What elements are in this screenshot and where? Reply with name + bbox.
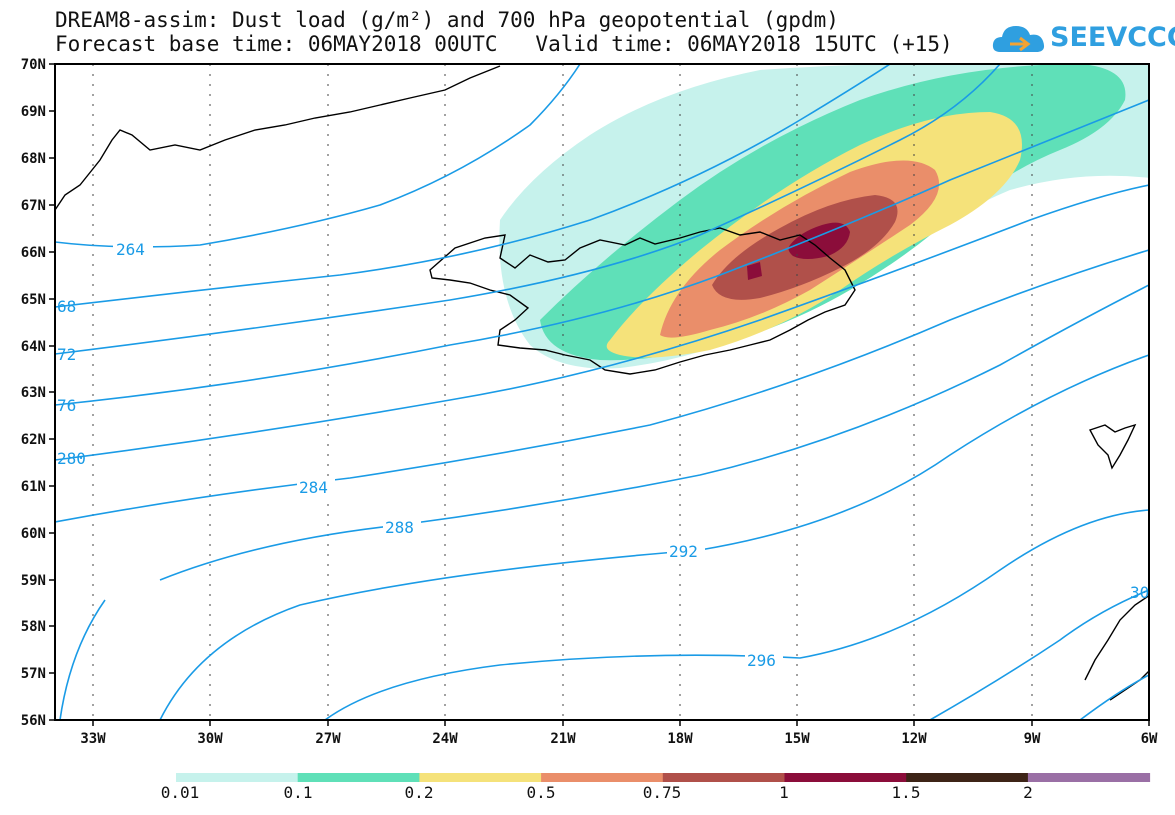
contour-label-300: 30: [1130, 583, 1149, 602]
lat-label: 59N: [21, 573, 46, 589]
cloud-icon: [992, 26, 1045, 52]
lat-label: 64N: [21, 339, 46, 355]
lat-label: 56N: [21, 713, 46, 729]
lat-label: 63N: [21, 385, 46, 401]
lat-label: 58N: [21, 619, 46, 635]
greenland-coast: [55, 65, 501, 211]
logo-text: SEEVCCC: [1050, 22, 1175, 53]
lat-label: 66N: [21, 245, 46, 261]
lat-label: 68N: [21, 151, 46, 167]
lon-label: 6W: [1141, 731, 1158, 747]
contour-label-292: 292: [669, 542, 698, 561]
faroe-coast: [1088, 423, 1137, 470]
contour-276: [55, 99, 1149, 406]
lon-label: 12W: [901, 731, 927, 747]
lat-label: 67N: [21, 198, 46, 214]
contour-284: [55, 249, 1149, 523]
lon-label: 15W: [784, 731, 810, 747]
colorbar-swatch: [662, 773, 785, 782]
colorbar: [176, 773, 1151, 782]
contour-label-288: 288: [385, 518, 414, 537]
contour-280: [55, 184, 1149, 461]
contour-labels: 264 68 72 76 280 284 288 292 296 30: [57, 240, 1149, 670]
map-title-line-1: DREAM8-assim: Dust load (g/m²) and 700 h…: [55, 8, 839, 32]
latitude-labels: 70N 69N 68N 67N 66N 65N 64N 63N 62N 61N …: [21, 57, 46, 729]
dust-level-1-small: [747, 262, 762, 280]
contour-296: [324, 509, 1149, 720]
colorbar-swatch: [419, 773, 542, 782]
contour-292: [59, 354, 1149, 720]
lon-label: 21W: [550, 731, 576, 747]
contour-label-264: 264: [116, 240, 145, 259]
lon-label: 18W: [667, 731, 693, 747]
contour-label-296: 296: [747, 651, 776, 670]
contour-label-272: 72: [57, 345, 76, 364]
colorbar-label: 0.1: [283, 783, 313, 802]
colorbar-label: 0.75: [642, 783, 682, 802]
lon-label: 9W: [1024, 731, 1041, 747]
lat-label: 69N: [21, 104, 46, 120]
colorbar-swatch: [541, 773, 664, 782]
colorbar-label: 1.5: [891, 783, 921, 802]
contour-268: [55, 64, 891, 308]
scotland-coast: [1084, 594, 1149, 681]
lat-label: 57N: [21, 666, 46, 682]
contour-272: [55, 64, 1001, 355]
dust-level-1: [788, 222, 850, 259]
lon-label: 24W: [432, 731, 458, 747]
colorbar-swatch: [906, 773, 1029, 782]
coastlines: [55, 65, 1149, 701]
contour-300: [929, 589, 1149, 720]
contour-label-276: 76: [57, 396, 76, 415]
contour-label-280: 280: [57, 449, 86, 468]
colorbar-label: 0.5: [526, 783, 556, 802]
lon-label: 27W: [315, 731, 341, 747]
colorbar-swatch: [176, 773, 299, 782]
lat-label: 65N: [21, 292, 46, 308]
colorbar-label: 0.01: [160, 783, 200, 802]
lat-label: 62N: [21, 432, 46, 448]
dust-shading: [499, 64, 1149, 369]
lat-label: 70N: [21, 57, 46, 73]
lon-label: 33W: [80, 731, 106, 747]
map-title-line-2: Forecast base time: 06MAY2018 00UTC Vali…: [55, 32, 953, 56]
colorbar-swatch: [784, 773, 907, 782]
contour-288: [159, 284, 1149, 581]
longitude-labels: 33W 30W 27W 24W 21W 18W 15W 12W 9W 6W: [80, 731, 1158, 747]
colorbar-swatch: [1027, 773, 1151, 782]
lat-label: 60N: [21, 526, 46, 542]
tick-marks: [49, 63, 1150, 726]
colorbar-label: 1: [779, 783, 789, 802]
contour-label-284: 284: [299, 478, 328, 497]
colorbar-label: 2: [1023, 783, 1033, 802]
lat-label: 61N: [21, 479, 46, 495]
iceland-coast: [429, 227, 856, 375]
contour-label-268: 68: [57, 297, 76, 316]
lon-label: 30W: [197, 731, 223, 747]
colorbar-label: 0.2: [404, 783, 434, 802]
colorbar-swatch: [297, 773, 420, 782]
